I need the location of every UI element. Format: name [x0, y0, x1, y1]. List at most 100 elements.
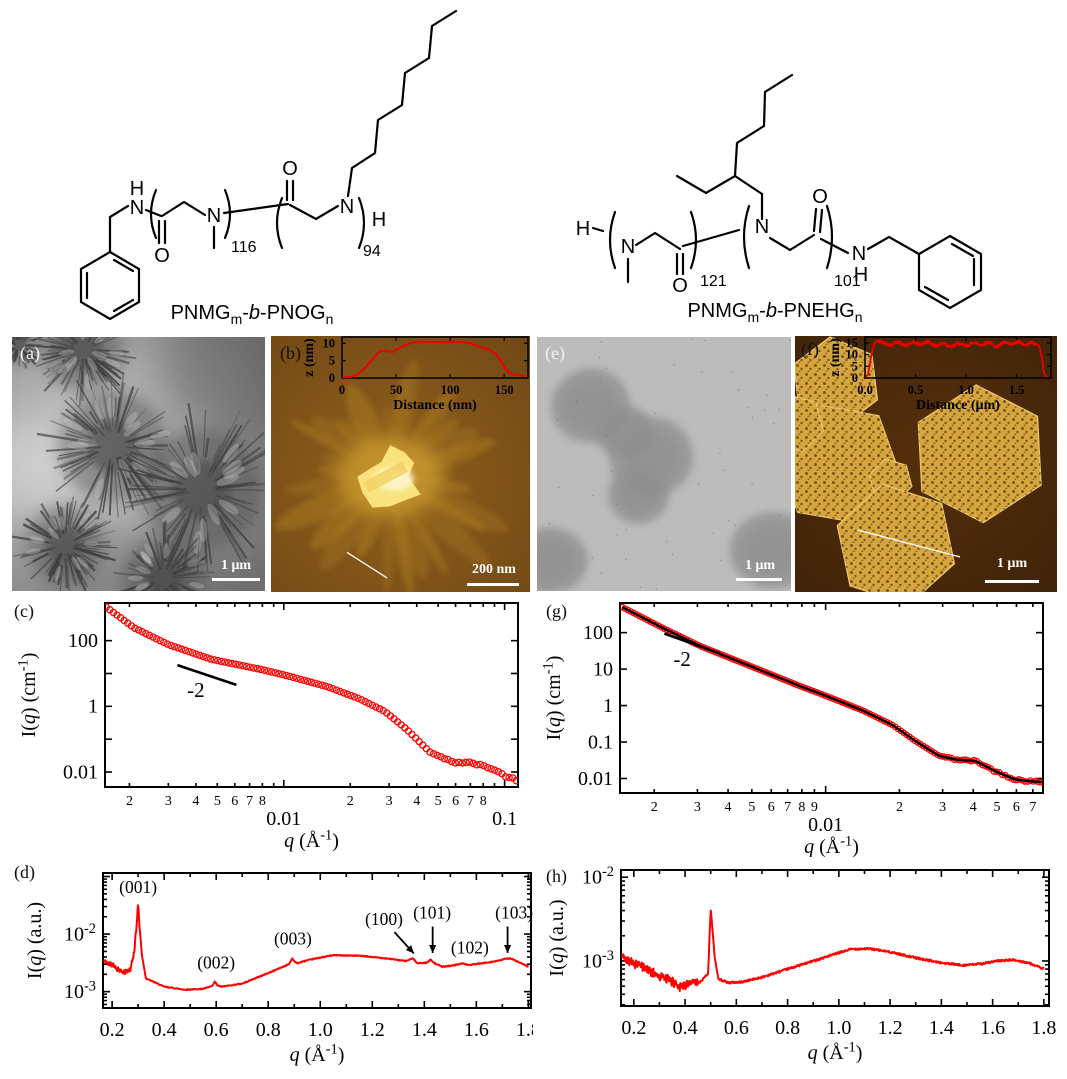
- svg-text:2: 2: [126, 794, 133, 809]
- svg-text:10: 10: [323, 336, 336, 350]
- svg-text:1.0: 1.0: [958, 383, 974, 397]
- waxs-plot-d: 0.2 0.4 0.6 0.8 1.0 1.2 1.4 1.6 1.8 10-3 10-2 q (Å-…: [24, 872, 533, 1066]
- svg-text:q (Å-1): q (Å-1): [804, 833, 859, 857]
- atom-o: O: [282, 158, 298, 180]
- svg-text:0.2: 0.2: [100, 1019, 125, 1041]
- repeat-count: 94: [363, 243, 381, 260]
- svg-text:5: 5: [852, 359, 858, 373]
- svg-text:1.2: 1.2: [878, 1017, 903, 1039]
- svg-text:8: 8: [259, 794, 266, 809]
- tem-image-e: [537, 337, 791, 591]
- repeat-count: 121: [700, 273, 727, 290]
- svg-text:-2: -2: [673, 647, 691, 671]
- atom-o: O: [812, 186, 828, 208]
- caption-sub: n: [325, 311, 334, 327]
- axes: 0.2 0.4 0.6 0.8 1.0 1.2 1.4 1.6 1.8 10-3 10-2 q (Å-…: [546, 864, 1056, 1064]
- svg-text:0.0: 0.0: [857, 383, 873, 397]
- svg-text:10-3: 10-3: [582, 948, 614, 973]
- svg-text:q (Å-1): q (Å-1): [808, 1039, 863, 1064]
- repeat-count: 101: [834, 273, 861, 290]
- svg-text:1.6: 1.6: [980, 1017, 1005, 1039]
- panel-g-label: (g): [546, 601, 567, 621]
- svg-text:3: 3: [165, 794, 172, 809]
- caption-text: -: [242, 302, 249, 324]
- svg-text:0.2: 0.2: [621, 1017, 646, 1039]
- svg-text:Distance (µm): Distance (µm): [916, 398, 1000, 413]
- svg-text:(001): (001): [119, 877, 157, 897]
- atom-o: O: [672, 275, 688, 297]
- svg-text:4: 4: [413, 794, 420, 809]
- svg-text:8: 8: [480, 794, 487, 809]
- svg-text:0.4: 0.4: [673, 1017, 698, 1039]
- structure-right: H N O N O N H 121 101: [576, 73, 983, 310]
- svg-text:10-2: 10-2: [64, 921, 96, 946]
- svg-text:2: 2: [896, 800, 903, 815]
- svg-text:7: 7: [467, 794, 474, 809]
- svg-text:3: 3: [386, 794, 393, 809]
- svg-text:1.8: 1.8: [1031, 1017, 1056, 1039]
- svg-text:15: 15: [846, 336, 859, 350]
- panel-c-label: (c): [14, 601, 34, 621]
- structure-left-atoms: H N O N O N H: [130, 158, 386, 267]
- svg-text:2: 2: [347, 794, 354, 809]
- svg-text:-2: -2: [187, 678, 205, 702]
- svg-text:6: 6: [452, 794, 459, 809]
- svg-text:5: 5: [214, 794, 221, 809]
- structure-caption-right: PNMGm-b-PNEHGn: [655, 300, 895, 325]
- panel-b-label: (b): [280, 343, 301, 363]
- svg-text:0.5: 0.5: [908, 383, 924, 397]
- svg-text:7: 7: [1029, 800, 1036, 815]
- svg-text:1.5: 1.5: [1009, 383, 1025, 397]
- afm-b-height-profile-inset: 0 50 100 150 0 5 10 Distance (nm) z (nm): [302, 336, 529, 413]
- svg-text:150: 150: [495, 383, 514, 397]
- axes: 0 50 100 150 0 5 10 Distance (nm) z (nm): [302, 336, 529, 413]
- structure-right-bonds: [591, 73, 983, 310]
- svg-text:(101): (101): [413, 903, 451, 923]
- svg-text:5: 5: [994, 800, 1001, 815]
- svg-text:(100): (100): [365, 909, 403, 929]
- svg-text:z (nm): z (nm): [302, 338, 317, 377]
- structure-caption-left: PNMGm-b-PNOGn: [132, 302, 372, 327]
- caption-text: -: [759, 300, 766, 322]
- svg-text:1: 1: [603, 695, 613, 717]
- structure-right-counts: 121 101: [700, 273, 861, 290]
- atom-n: N: [852, 243, 866, 265]
- svg-text:0.01: 0.01: [578, 768, 613, 790]
- data-curve: [621, 606, 1042, 784]
- atom-n: N: [621, 236, 635, 258]
- svg-text:0.8: 0.8: [775, 1017, 800, 1039]
- svg-text:0.4: 0.4: [152, 1019, 177, 1041]
- svg-text:0.1: 0.1: [492, 808, 517, 830]
- caption-text: PNMG: [170, 302, 231, 324]
- svg-text:(002): (002): [197, 953, 235, 973]
- svg-text:1.4: 1.4: [929, 1017, 954, 1039]
- svg-text:(102): (102): [451, 937, 489, 957]
- svg-text:8: 8: [798, 800, 805, 815]
- data-curve: [342, 340, 527, 379]
- svg-text:9: 9: [811, 800, 818, 815]
- panel-b-scalebar-label: 200 nm: [472, 562, 516, 577]
- svg-text:4: 4: [970, 800, 977, 815]
- svg-text:2: 2: [651, 800, 658, 815]
- atom-h: H: [854, 264, 868, 286]
- svg-text:0: 0: [339, 383, 345, 397]
- svg-text:50: 50: [390, 383, 403, 397]
- caption-sub: n: [854, 309, 863, 325]
- panel-a-label: (a): [20, 343, 40, 363]
- svg-text:Distance (nm): Distance (nm): [393, 398, 477, 413]
- data-points: [620, 603, 1043, 786]
- atom-n: N: [207, 205, 221, 227]
- svg-text:0.6: 0.6: [724, 1017, 749, 1039]
- svg-text:5: 5: [748, 800, 755, 815]
- caption-text: -: [260, 302, 267, 324]
- svg-text:I(q) (a.u.): I(q) (a.u.): [546, 899, 568, 976]
- panel-f-scalebar-label: 1 µm: [996, 556, 1028, 571]
- svg-text:100: 100: [583, 622, 613, 644]
- data-curve: [621, 909, 1045, 992]
- svg-text:100: 100: [441, 383, 460, 397]
- svg-text:10-2: 10-2: [582, 864, 614, 889]
